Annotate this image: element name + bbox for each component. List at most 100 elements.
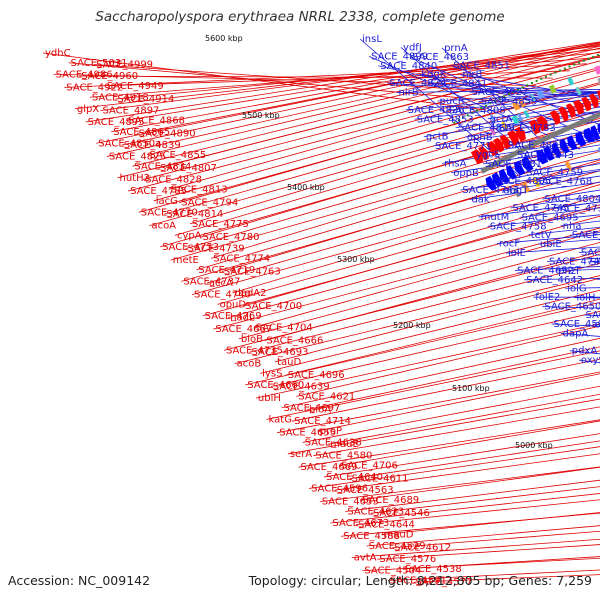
connector-line xyxy=(370,486,600,514)
inner-feature xyxy=(532,176,541,188)
forward-gene-label: acoA xyxy=(151,221,176,232)
forward-gene-label: SACE_4611 xyxy=(352,474,409,485)
inner-feature xyxy=(597,147,600,154)
reverse-gene-label: pdxA xyxy=(572,346,598,357)
forward-gene-arrow xyxy=(486,141,499,157)
tick-dot xyxy=(587,57,590,60)
connector-line xyxy=(185,127,600,249)
connector-line xyxy=(349,440,600,480)
connector-line xyxy=(147,47,600,156)
tick-dot xyxy=(592,55,595,58)
reverse-gene-label: SACE_4874 xyxy=(389,78,446,89)
forward-gene-label: SACE_4655 xyxy=(279,428,336,439)
forward-gene-label: SACE_4596 xyxy=(311,483,368,494)
forward-gene-label: SACE_4621 xyxy=(298,391,355,402)
connector-line xyxy=(255,323,600,399)
forward-gene-label: SACE_4623 xyxy=(347,506,404,517)
cog-feature-1 xyxy=(594,65,600,75)
reverse-gene-arrow xyxy=(551,142,562,158)
tick-dot xyxy=(563,67,566,70)
forward-gene-arrow xyxy=(478,146,489,161)
tick-dot xyxy=(480,106,483,109)
forward-gene-label: SACE_4813 xyxy=(171,184,228,195)
connector-line xyxy=(569,350,600,355)
forward-gene-label: SACE_4763 xyxy=(224,267,281,278)
kbp-tick-label: 5000 kbp xyxy=(515,441,553,450)
reverse-gene-arrow xyxy=(575,131,587,147)
forward-gene-label: SACE_4780 xyxy=(203,232,260,243)
forward-gene-label: SACE_4914 xyxy=(117,94,174,105)
forward-gene-label: accA xyxy=(209,278,233,289)
forward-gene-label: SACE_4639 xyxy=(273,382,330,393)
tick-dot xyxy=(484,104,487,107)
forward-gene-label: SACE_4576 xyxy=(379,554,436,565)
tick-dot xyxy=(544,75,547,78)
reverse-gene-label: iolH xyxy=(576,293,595,304)
reverse-gene-label: oppB xyxy=(453,168,479,179)
reverse-gene-arrow xyxy=(590,125,600,140)
reverse-gene-label: SACE_4771 xyxy=(435,141,492,152)
connector-line xyxy=(334,453,600,491)
forward-gene-label: glpX xyxy=(77,104,99,115)
connector-line xyxy=(217,195,600,305)
reverse-gene-label: SACE_4841 xyxy=(430,79,487,90)
connector-line xyxy=(117,56,600,179)
forward-gene-label: SACE_4612 xyxy=(394,543,451,554)
cog-feature-1 xyxy=(536,89,545,100)
inner-feature xyxy=(564,160,573,172)
reverse-gene-label: SACE_4819 xyxy=(458,123,515,134)
reverse-gene-arrow xyxy=(485,175,497,191)
tick-dot xyxy=(549,73,552,76)
connector-line xyxy=(64,63,587,88)
connector-line xyxy=(253,230,600,328)
reverse-gene-label: dapA xyxy=(563,328,589,339)
reverse-gene-label: SACE_4827 xyxy=(471,87,528,98)
forward-gene-arrow xyxy=(596,90,600,100)
reverse-gene-label: rhsA xyxy=(444,158,466,169)
forward-gene-label: SACE_4638 xyxy=(305,437,362,448)
connector-line xyxy=(179,82,600,203)
connector-line xyxy=(319,466,600,503)
forward-gene-label: SACE_4960 xyxy=(81,71,138,82)
forward-gene-label: SACE_4770 xyxy=(141,207,198,218)
forward-gene-arrow xyxy=(470,149,484,165)
connector-line xyxy=(181,161,600,282)
tick-dot xyxy=(503,95,506,98)
connector-line xyxy=(496,111,600,129)
reverse-gene-label: SACE_4650 xyxy=(544,302,600,313)
reverse-gene-label: SACE_4599 xyxy=(554,319,600,330)
reverse-gene-label: SACE_4840 xyxy=(380,61,437,72)
kbp-tick-label: 5400 kbp xyxy=(287,183,325,192)
connector-line xyxy=(223,253,600,351)
forward-gene-label: SACE_4640 xyxy=(326,472,383,483)
connector-line xyxy=(106,45,600,157)
connector-line xyxy=(202,206,600,317)
connector-line xyxy=(387,82,600,98)
tick-dot xyxy=(526,84,529,87)
reverse-gene-label: SACE_4851 xyxy=(453,60,510,71)
forward-gene-label: SACE_4807 xyxy=(160,163,217,174)
gene-labels: ydhCSACE_5031SACE_4999SACE_4986SACE_4960… xyxy=(45,34,600,588)
reverse-gene-label: SACE_4759 xyxy=(526,167,583,178)
forward-gene-label: katG xyxy=(269,414,292,425)
reverse-gene-label: rocF xyxy=(499,239,521,250)
forward-gene-label: SACE_4739 xyxy=(188,244,245,255)
reverse-gene-label: SACE_4853 xyxy=(417,114,474,125)
tick-dot xyxy=(466,114,469,117)
connector-line xyxy=(296,325,600,397)
forward-gene-arrow xyxy=(499,134,511,150)
forward-gene-label: SACE_4737 xyxy=(183,276,240,287)
connector-line xyxy=(281,337,600,409)
connector-line xyxy=(287,398,600,455)
forward-gene-label: SACE_4774 xyxy=(213,253,270,264)
connector-line xyxy=(228,215,600,319)
connector-line xyxy=(306,346,600,411)
forward-gene-arrow xyxy=(507,130,520,146)
reverse-gene-label: SACE_4694 xyxy=(590,257,600,268)
reverse-gene-label: SACE_4768 xyxy=(535,177,592,188)
tick-dot xyxy=(521,86,524,89)
tick-dot xyxy=(554,71,557,74)
